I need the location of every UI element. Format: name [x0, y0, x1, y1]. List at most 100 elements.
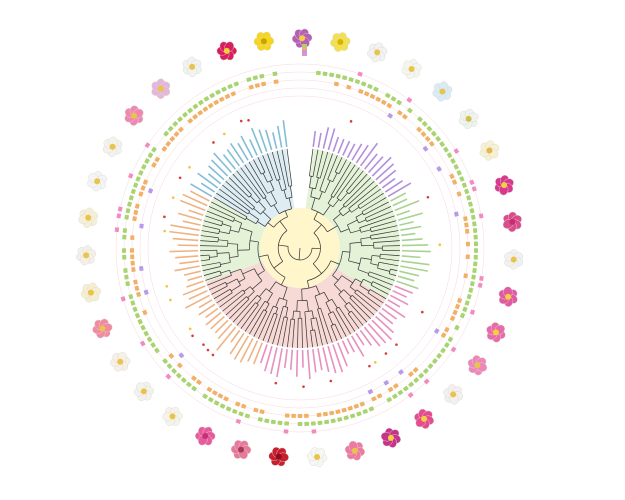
tree-branch [313, 224, 322, 234]
yellow-rose-flower-icon [253, 31, 275, 51]
trait-cell-green [439, 141, 446, 148]
trait-cell-orange [346, 84, 352, 90]
trait-cell-green [453, 163, 459, 170]
pink-rose-flower-icon [92, 318, 113, 339]
trait-cell-green [246, 77, 252, 83]
trait-cell-green [473, 234, 478, 240]
trait-cell-green [391, 393, 398, 400]
tree-branch [312, 263, 322, 274]
trait-cell-green [162, 358, 169, 365]
tree-branch [244, 300, 266, 332]
trait-cell-orange [190, 375, 197, 382]
tree-branch-arc [221, 221, 224, 226]
tip-label [359, 142, 379, 167]
tip-label [317, 132, 322, 148]
trait-cell-purple [139, 265, 144, 271]
tree-branch [236, 170, 261, 201]
trait-cell-orange [202, 106, 209, 113]
tree-branch [213, 288, 231, 300]
trait-cell-green [367, 83, 373, 90]
tip-label [381, 307, 398, 320]
flower-center [109, 143, 116, 150]
white-rose-flower-icon [367, 42, 388, 63]
legend-item [302, 47, 309, 50]
tree-branch [244, 164, 267, 198]
tree-branch [203, 220, 222, 227]
trait-cell-green [430, 130, 437, 137]
tree-branch [370, 230, 399, 236]
tree-branch-arc [313, 219, 328, 232]
trait-cell-purple [436, 165, 442, 172]
trait-cell-orange [386, 102, 393, 109]
tip-label [184, 294, 211, 309]
tree-branch [268, 281, 277, 292]
trait-cell-green [154, 347, 160, 354]
tree-branch [330, 260, 340, 265]
trait-cell-orange [316, 412, 322, 418]
trait-cell-green [233, 81, 240, 87]
tip-label [322, 127, 330, 149]
trait-cell-green [125, 281, 131, 287]
trait-cell-green [121, 248, 127, 253]
trait-cell-orange [449, 173, 455, 180]
trait-cell-green [225, 406, 232, 412]
tree-branch [288, 197, 292, 209]
tip-label [270, 347, 278, 375]
flower-center [94, 178, 101, 185]
trait-cell-green [322, 71, 328, 77]
tree-branch [345, 180, 375, 208]
tree-branch [257, 221, 266, 227]
trait-cell-green [446, 152, 453, 159]
trait-cell-orange [132, 216, 137, 222]
trait-cell-orange [347, 405, 353, 411]
trait-cell-green [396, 99, 403, 106]
trait-cell-green [219, 403, 226, 409]
tree-branch [334, 323, 343, 340]
trait-cell-green [426, 125, 433, 132]
tip-label [381, 177, 396, 189]
trait-cell-purple [178, 352, 185, 359]
tree-branch [207, 275, 232, 286]
tip-label [371, 319, 393, 341]
tip-marker [206, 348, 210, 352]
trait-cell-green [310, 421, 316, 426]
trait-cell-purple [383, 379, 390, 386]
flower-photo-layer [76, 28, 524, 467]
white-rose-flower-icon [504, 249, 524, 270]
tree-branch [325, 302, 332, 313]
tip-label [355, 144, 369, 164]
tree-branch-arc [219, 262, 222, 267]
trait-cell-pink [407, 392, 414, 398]
tree-branch [327, 196, 333, 204]
tip-marker [421, 310, 424, 314]
tree-branch [315, 177, 319, 189]
tree-branch [228, 177, 250, 198]
tree-branch [369, 289, 387, 300]
tree-branch [370, 235, 400, 240]
tree-branch [219, 188, 251, 212]
trait-cell-pink [311, 429, 317, 434]
tree-branch [230, 268, 241, 274]
trait-cell-green [122, 254, 127, 260]
trait-cell-purple [147, 188, 154, 194]
tip-label [276, 125, 283, 148]
trait-cell-orange [463, 216, 468, 222]
tree-branch [340, 228, 350, 233]
tip-label [359, 329, 373, 346]
trait-cell-green [467, 201, 473, 207]
trait-cell-green [368, 406, 375, 412]
tree-branch [313, 211, 319, 220]
tree-branch [211, 201, 246, 221]
flower-center [117, 358, 124, 365]
white-rose-flower-icon [110, 352, 131, 372]
tip-marker [349, 120, 353, 123]
rose-flower-icon [216, 41, 238, 61]
tree-branch-arc [273, 216, 288, 228]
white-rose-flower-icon [76, 245, 97, 266]
tree-branch [349, 241, 362, 244]
trait-cell-green [341, 75, 348, 81]
tip-marker [211, 353, 215, 357]
tree-branch [315, 317, 323, 346]
white-rose-flower-icon [182, 56, 202, 78]
tree-branch [213, 197, 248, 218]
